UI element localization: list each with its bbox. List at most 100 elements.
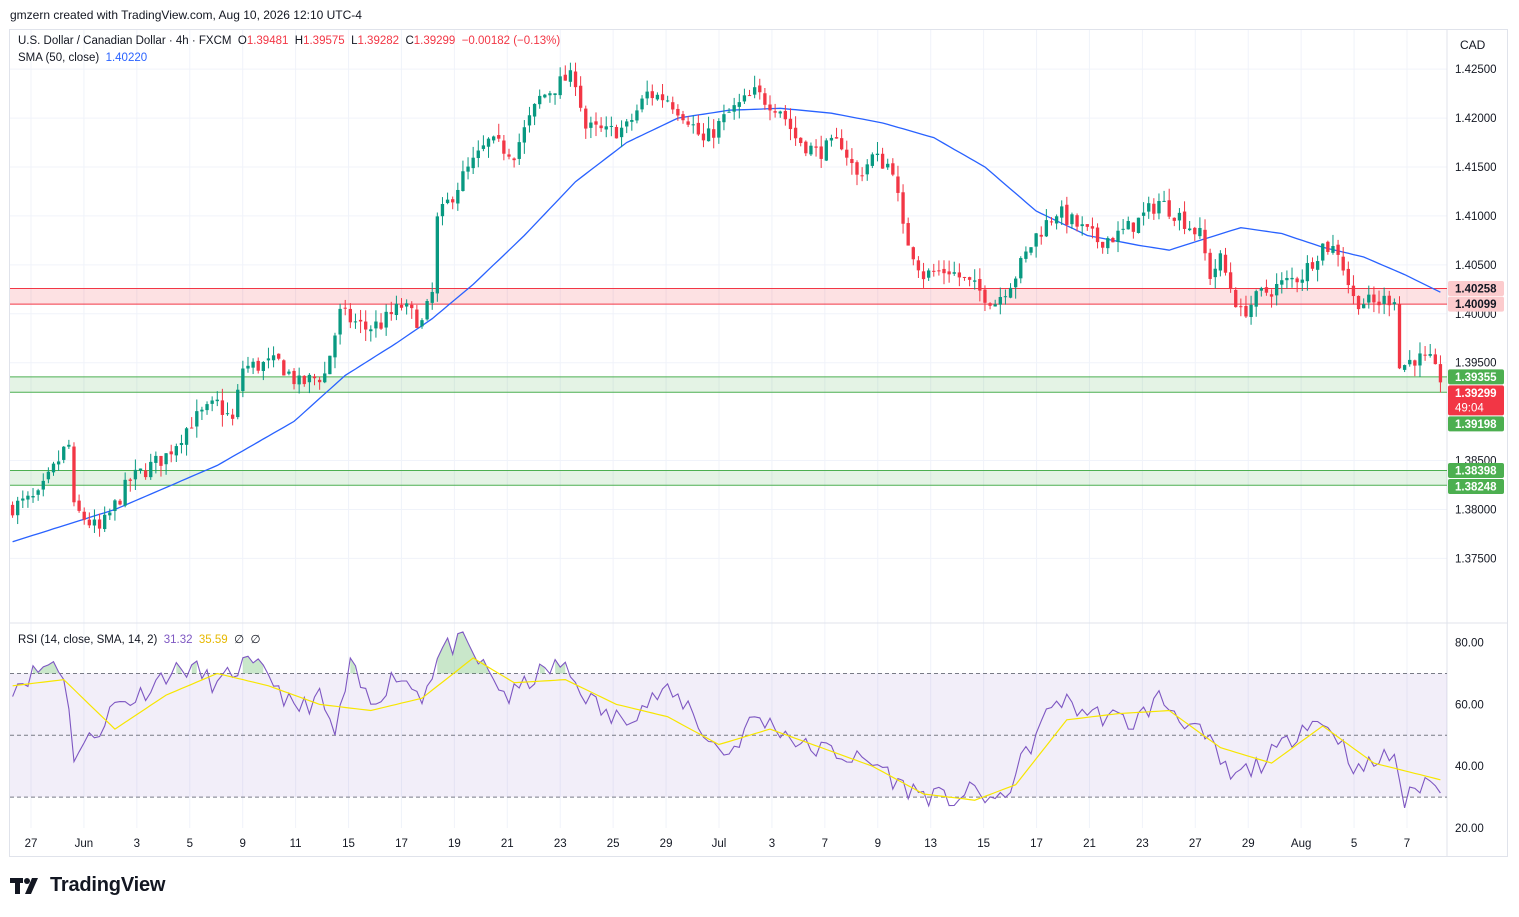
candle-body [277, 353, 281, 359]
candle-body [1280, 280, 1284, 285]
candle-body [942, 268, 946, 274]
candle-body [420, 320, 424, 327]
change-value: −0.00182 (−0.13%) [461, 35, 561, 47]
candle-body [558, 76, 562, 96]
candle-body [1075, 215, 1079, 227]
candle-body [1423, 354, 1427, 356]
candle-body [1341, 256, 1345, 271]
candle-body [1433, 354, 1437, 365]
candle-body [323, 373, 327, 383]
candle-body [630, 119, 634, 122]
zones [10, 288, 1447, 486]
candle-body [123, 479, 127, 506]
candle-body [1085, 224, 1089, 227]
rsi-overbought-fill [555, 659, 566, 674]
candle-body [865, 164, 869, 175]
time-tick-label: Aug [1291, 838, 1311, 850]
candle-body [1413, 360, 1417, 366]
candle-body [225, 413, 230, 415]
candle-body [149, 461, 153, 478]
rsi-line [12, 631, 1441, 809]
candle-body [829, 137, 834, 141]
support-price-label: 1.38398 [1455, 466, 1497, 478]
candle-body [1188, 228, 1192, 231]
candle-body [788, 118, 793, 130]
support-price-label: 1.39355 [1455, 372, 1497, 384]
candle-body [502, 140, 506, 154]
open-label: O [237, 35, 247, 47]
candle-body [706, 128, 711, 142]
candle-body [834, 137, 839, 139]
time-tick-label: 3 [769, 838, 775, 850]
rsi-extra-2: ∅ [250, 634, 261, 646]
candle-body [1275, 284, 1279, 296]
time-tick-label: 29 [1242, 838, 1255, 850]
time-tick-label: 15 [342, 838, 355, 850]
candle-body [809, 145, 813, 155]
candle-body [143, 470, 148, 478]
candle-body [138, 468, 143, 471]
candle-body [1141, 212, 1146, 216]
candle-body [358, 319, 363, 322]
time-tick-label: 19 [448, 838, 461, 850]
candle-body [389, 312, 393, 315]
resistance-price-label-bg [1448, 281, 1504, 297]
candle-body [256, 360, 260, 371]
candle-body [410, 304, 414, 309]
candle-body [451, 199, 455, 203]
candle-body [1034, 233, 1038, 247]
candle-body [891, 163, 895, 175]
price-tick-label: 1.39500 [1455, 358, 1497, 370]
price-tick-label: 1.41500 [1455, 162, 1497, 174]
support-price-label: 1.38248 [1455, 482, 1497, 494]
candle-body [466, 166, 470, 172]
candle-body [62, 446, 66, 460]
candle-body [906, 223, 910, 246]
candle-body [1136, 217, 1141, 234]
candle-body [16, 500, 20, 516]
candle-body [1356, 295, 1361, 310]
candle-body [538, 95, 542, 105]
candle-body [200, 409, 204, 412]
symbol-title: U.S. Dollar / Canadian Dollar · 4h · FXC… [18, 35, 232, 47]
candle-body [527, 115, 532, 126]
candle-body [732, 105, 736, 112]
rsi-overbought-fill [242, 656, 264, 674]
candle-body [1131, 222, 1136, 232]
currency-label[interactable]: CAD [1460, 38, 1486, 52]
candle-body [1387, 295, 1391, 306]
candle-body [404, 303, 409, 307]
footer-brand: TradingView [10, 874, 165, 897]
candle-body [1331, 246, 1335, 253]
candle-body [338, 308, 342, 335]
candle-body [778, 111, 782, 114]
rsi-tick-label: 40.00 [1455, 761, 1484, 773]
high-label: H [294, 35, 304, 47]
time-tick-label: 15 [977, 838, 990, 850]
candle-body [814, 146, 818, 148]
candle-body [1321, 243, 1325, 261]
price-tick-label: 1.38000 [1455, 504, 1497, 516]
candle-body [415, 309, 419, 328]
candle-body [855, 162, 859, 175]
candle-body [476, 150, 480, 159]
candle-body [691, 124, 695, 126]
candle-body [174, 446, 178, 456]
candle-body [875, 153, 880, 156]
candle-body [650, 91, 654, 99]
time-tick-label: 9 [875, 838, 881, 850]
candle-body [491, 136, 496, 141]
sma-line [12, 107, 1441, 543]
time-tick-label: 17 [395, 838, 408, 850]
candle-body [1039, 234, 1043, 237]
candle-body [67, 444, 71, 447]
candle-body [1377, 301, 1381, 306]
candle-body [87, 519, 91, 526]
candle-body [210, 400, 214, 404]
candle-body [481, 145, 486, 149]
candle-body [1003, 296, 1008, 298]
candle-body [1198, 227, 1202, 237]
candle-body [1408, 359, 1412, 365]
candle-body [456, 189, 460, 204]
